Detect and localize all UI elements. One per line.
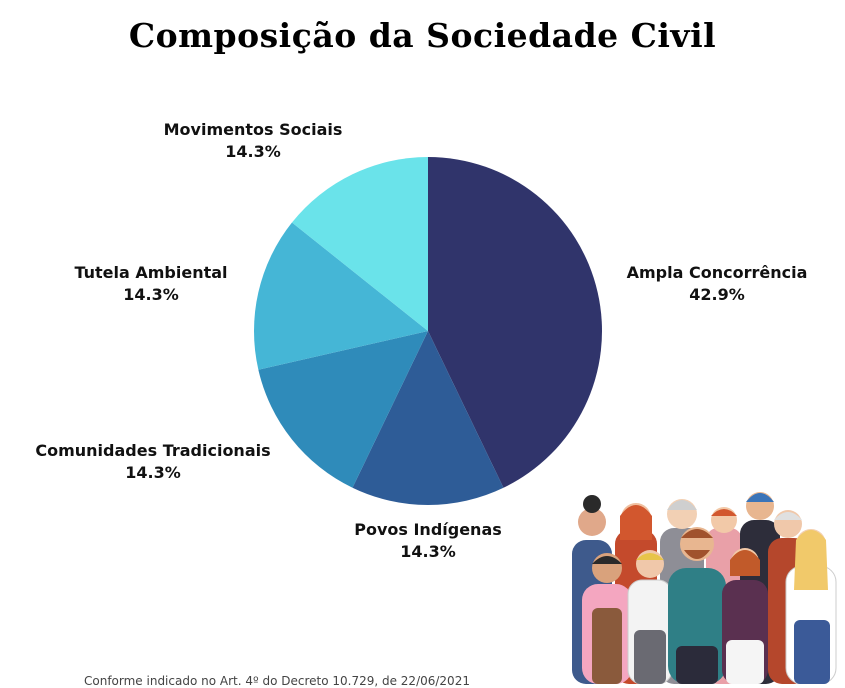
slice-name: Ampla Concorrência: [626, 263, 808, 282]
slice-value: 42.9%: [689, 285, 745, 304]
slice-value: 14.3%: [123, 285, 179, 304]
chart-title: Composição da Sociedade Civil: [128, 16, 717, 55]
label-tutela-ambiental: Tutela Ambiental 14.3%: [74, 262, 227, 306]
label-ampla-concorrencia: Ampla Concorrência 42.9%: [627, 262, 808, 306]
diverse-people-group-illustration: [572, 492, 837, 684]
person-front-1: [582, 553, 632, 684]
label-comunidades-tradicionais: Comunidades Tradicionais 14.3%: [35, 440, 270, 484]
slice-name: Movimentos Sociais: [163, 120, 343, 139]
label-movimentos-sociais: Movimentos Sociais 14.3%: [164, 119, 343, 163]
pie-slice-movimentos-sociais: [291, 157, 428, 331]
slice-name: Tutela Ambiental: [74, 263, 228, 282]
person-front-2: [627, 550, 673, 684]
slice-value: 14.3%: [125, 463, 181, 482]
slice-value: 14.3%: [225, 142, 281, 161]
slice-name: Comunidades Tradicionais: [35, 441, 271, 460]
slice-name: Povos Indígenas: [354, 520, 502, 539]
footnote: Conforme indicado no Art. 4º do Decreto …: [84, 674, 470, 688]
person-front-4: [722, 548, 768, 684]
pie-slice-povos-indigenas: [352, 331, 504, 505]
pie-slice-comunidades-tradicionais: [258, 331, 428, 488]
label-povos-indigenas: Povos Indígenas 14.3%: [354, 519, 502, 563]
person-front-5: [785, 529, 837, 684]
person-front-3: [668, 527, 726, 684]
pie-slice-ampla-concorrencia: [428, 157, 602, 488]
pie-slice-tutela-ambiental: [254, 222, 428, 370]
slice-value: 14.3%: [400, 542, 456, 561]
